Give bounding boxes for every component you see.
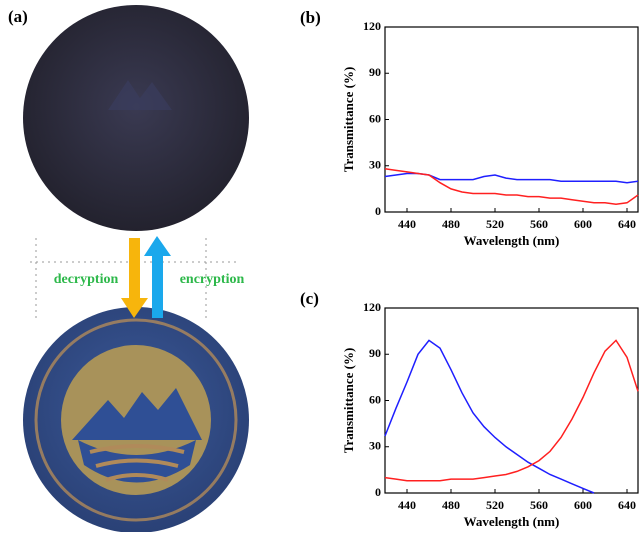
line-series (385, 340, 594, 493)
y-axis-label: Transmittance (%) (341, 348, 356, 454)
y-tick-label: 0 (375, 485, 381, 499)
figure: (a) decryption encryption (b) 0 30 60 90 120 4… (0, 0, 640, 532)
plot-frame (385, 27, 638, 212)
y-tick-label: 0 (375, 204, 381, 218)
y-tick-label: 30 (369, 439, 381, 453)
plot-frame (385, 308, 638, 493)
photo-encrypted (23, 5, 249, 231)
x-axis-label: Wavelength (nm) (464, 514, 560, 529)
encryption-label: encryption (180, 272, 245, 287)
x-tick-label: 600 (574, 217, 592, 231)
y-tick-label: 120 (363, 19, 381, 33)
x-tick-label: 600 (574, 498, 592, 512)
x-tick-label: 440 (398, 217, 416, 231)
photo-decrypted (23, 307, 249, 532)
x-tick-label: 520 (486, 217, 504, 231)
line-series (385, 169, 638, 205)
panel-label: (b) (300, 8, 321, 27)
x-axis-label: Wavelength (nm) (464, 233, 560, 248)
line-series (385, 340, 638, 480)
x-tick-label: 560 (530, 217, 548, 231)
x-tick-label: 640 (618, 217, 636, 231)
x-tick-label: 520 (486, 498, 504, 512)
y-tick-label: 90 (369, 65, 381, 79)
panel-label: (a) (8, 7, 28, 26)
y-axis-label: Transmittance (%) (341, 67, 356, 173)
y-tick-label: 60 (369, 111, 381, 125)
y-tick-label: 60 (369, 392, 381, 406)
x-tick-label: 480 (442, 498, 460, 512)
y-tick-label: 120 (363, 300, 381, 314)
x-tick-label: 640 (618, 498, 636, 512)
x-tick-label: 560 (530, 498, 548, 512)
x-tick-label: 480 (442, 217, 460, 231)
x-tick-label: 440 (398, 498, 416, 512)
decryption-label: decryption (54, 272, 119, 287)
panel-label: (c) (300, 289, 319, 308)
y-tick-label: 30 (369, 158, 381, 172)
y-tick-label: 90 (369, 346, 381, 360)
